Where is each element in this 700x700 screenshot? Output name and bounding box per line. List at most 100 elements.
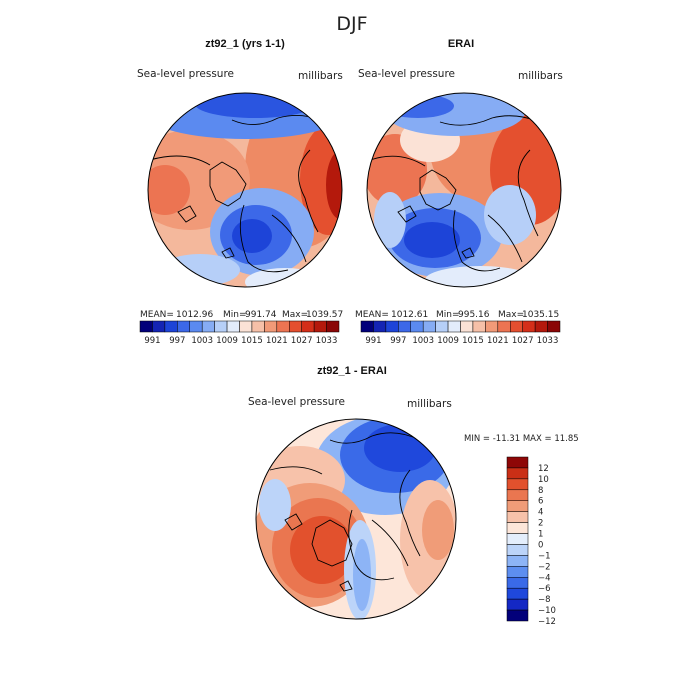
colorbar-tick-label: 2: [538, 519, 543, 529]
colorbar-tick-label: −10: [538, 606, 556, 616]
colorbar-swatch: [506, 533, 529, 545]
colorbar-tick-label: −8: [538, 595, 551, 605]
colorbar-swatch: [410, 320, 424, 333]
panel-erai-max-label: Max=: [498, 310, 524, 320]
panel-diff-map-border: [255, 418, 457, 620]
panel-erai-title: ERAI: [448, 38, 474, 50]
colorbar-swatch: [506, 577, 529, 589]
colorbar-swatch: [385, 320, 399, 333]
colorbar-tick-label: 1: [538, 530, 543, 540]
panel-model-min-label: Min=: [223, 310, 247, 320]
panel-diff-units: millibars: [407, 398, 452, 410]
colorbar-swatch: [485, 320, 499, 333]
colorbar-tick-label: 1021: [266, 336, 288, 346]
colorbar-tick-label: −4: [538, 573, 551, 583]
colorbar-swatch: [239, 320, 253, 333]
colorbar-swatch: [506, 555, 529, 567]
colorbar-tick-label: 1003: [191, 336, 213, 346]
colorbar-swatch: [373, 320, 387, 333]
colorbar-swatch: [506, 478, 529, 491]
colorbar-swatch: [547, 320, 561, 333]
colorbar-swatch: [189, 320, 203, 333]
colorbar-swatch: [497, 320, 511, 333]
colorbar-swatch: [506, 511, 529, 523]
colorbar-swatch: [398, 320, 411, 333]
colorbar-tick-label: 8: [538, 486, 543, 496]
colorbar-swatch: [506, 456, 529, 469]
panel-erai-min-value: 995.16: [458, 310, 490, 320]
colorbar-swatch: [276, 320, 290, 333]
colorbar-tick-label: 4: [538, 508, 543, 518]
panel-model-max-value: 1039.57: [306, 310, 343, 320]
panel-model-max-label: Max=: [282, 310, 308, 320]
colorbar-tick-label: 997: [390, 336, 406, 346]
colorbar-tick-label: 997: [169, 336, 185, 346]
panel-model-mean-label: MEAN=: [140, 310, 174, 320]
colorbar-swatch: [447, 320, 461, 333]
panel-erai-mean-value: 1012.61: [391, 310, 428, 320]
colorbar-swatch: [152, 320, 166, 333]
colorbar-tick-label: 12: [538, 464, 549, 474]
colorbar-tick-label: 1027: [512, 336, 534, 346]
colorbar-swatch: [214, 320, 228, 333]
panel-model-map: [148, 93, 342, 287]
colorbar-swatch: [360, 320, 374, 333]
panel-model-min-value: 991.74: [245, 310, 277, 320]
colorbar-swatch: [506, 609, 529, 622]
colorbar-swatch: [313, 320, 327, 333]
colorbar-tick-label: 1009: [216, 336, 238, 346]
colorbar-tick-label: −6: [538, 584, 551, 594]
colorbar-tick-label: 1027: [291, 336, 313, 346]
panel-model-colorbar: 991 997 1003 1009 1015 1021 1027 1033: [139, 320, 340, 346]
panel-model-map-border: [147, 92, 343, 288]
panel-erai: ERAI Sea-level pressure millibars MEAN= …: [355, 38, 563, 346]
colorbar-swatch: [301, 320, 315, 333]
colorbar-swatch: [422, 320, 436, 333]
colorbar-tick-label: −12: [538, 617, 556, 627]
colorbar-swatch: [506, 544, 529, 556]
colorbar-swatch: [435, 320, 449, 333]
panel-erai-max-value: 1035.15: [522, 310, 559, 320]
colorbar-swatch: [522, 320, 536, 333]
panel-model-units: millibars: [298, 70, 343, 82]
colorbar-swatch: [251, 320, 265, 333]
colorbar-tick-label: 1015: [241, 336, 263, 346]
colorbar-tick-label: 991: [365, 336, 381, 346]
colorbar-tick-label: 1009: [437, 336, 459, 346]
colorbar-swatch: [472, 320, 486, 333]
colorbar-swatch: [506, 566, 529, 578]
colorbar-tick-label: 0: [538, 540, 543, 550]
panel-erai-mean-label: MEAN=: [355, 310, 389, 320]
colorbar-swatch: [264, 320, 278, 333]
colorbar-tick-label: 6: [538, 497, 543, 507]
panel-erai-colorbar: 991 997 1003 1009 1015 1021 1027 1033: [360, 320, 561, 346]
panel-diff-variable: Sea-level pressure: [248, 396, 345, 408]
colorbar-swatch: [534, 320, 548, 333]
figure-title: DJF: [336, 13, 367, 35]
panel-erai-variable: Sea-level pressure: [358, 68, 455, 80]
colorbar-swatch: [201, 320, 215, 333]
colorbar-swatch: [510, 320, 523, 333]
colorbar-swatch: [226, 320, 240, 333]
colorbar-swatch: [506, 598, 529, 611]
colorbar-swatch: [506, 467, 529, 480]
colorbar-swatch: [326, 320, 340, 333]
panel-model-title: zt92_1 (yrs 1-1): [205, 38, 285, 50]
panel-diff: zt92_1 - ERAI Sea-level pressure milliba…: [248, 365, 579, 627]
panel-diff-map: [256, 419, 456, 619]
colorbar-tick-label: 10: [538, 475, 549, 485]
colorbar-tick-label: 1003: [412, 336, 434, 346]
panel-erai-min-label: Min=: [436, 310, 460, 320]
colorbar-swatch: [139, 320, 153, 333]
colorbar-tick-label: −1: [538, 551, 551, 561]
colorbar-tick-label: 1021: [487, 336, 509, 346]
colorbar-swatch: [289, 320, 302, 333]
colorbar-swatch: [506, 489, 529, 501]
panel-erai-map: [367, 93, 561, 287]
panel-model-mean-value: 1012.96: [176, 310, 213, 320]
panel-diff-minmax: MIN = -11.31 MAX = 11.85: [464, 434, 579, 444]
colorbar-tick-label: 1033: [537, 336, 559, 346]
colorbar-swatch: [506, 522, 529, 534]
